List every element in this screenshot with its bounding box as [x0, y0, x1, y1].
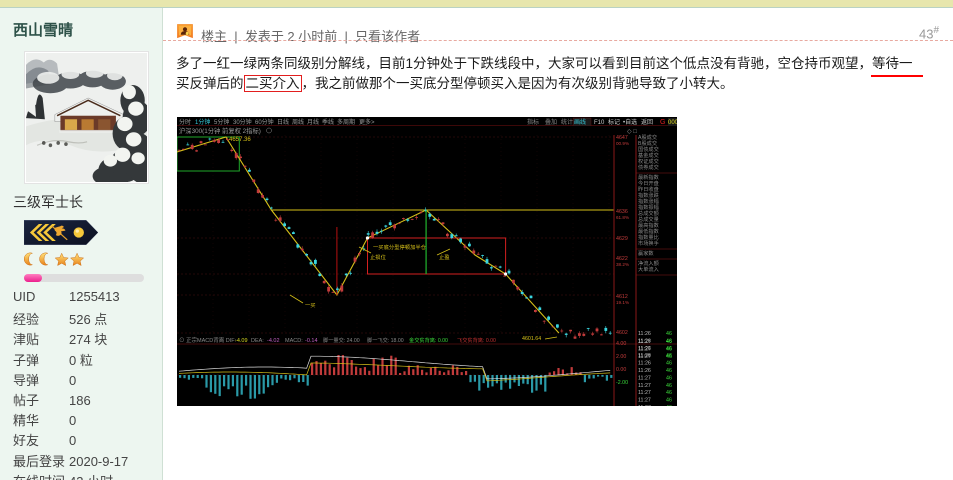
- svg-text:4657.36: 4657.36: [229, 137, 251, 143]
- svg-text:指数振幅: 指数振幅: [638, 203, 659, 211]
- svg-text:多周期: 多周期: [337, 118, 355, 126]
- svg-text:周线: 周线: [292, 118, 304, 126]
- svg-text:2.00: 2.00: [616, 354, 626, 360]
- svg-text:46: 46: [666, 354, 672, 360]
- svg-text:11:27: 11:27: [638, 346, 651, 352]
- svg-text:F10: F10: [594, 120, 605, 126]
- svg-text:11:27: 11:27: [638, 390, 651, 396]
- svg-text:权证成交: 权证成交: [638, 157, 659, 165]
- svg-text:总成交量: 总成交量: [638, 215, 659, 223]
- svg-text:61.8%: 61.8%: [616, 215, 629, 220]
- svg-text:-0.14: -0.14: [305, 338, 318, 344]
- svg-text:大单流入: 大单流入: [638, 265, 659, 273]
- svg-text:更多>: 更多>: [359, 118, 375, 126]
- svg-text:00.9%: 00.9%: [616, 141, 629, 146]
- svg-text:38.2%: 38.2%: [616, 262, 629, 267]
- svg-text:•自选: •自选: [623, 118, 637, 126]
- svg-text:指数量比: 指数量比: [638, 233, 659, 241]
- svg-text:46: 46: [666, 405, 672, 406]
- svg-text:沪深300(1分钟 前复权 2指标): 沪深300(1分钟 前复权 2指标): [179, 126, 261, 135]
- svg-text:11:26: 11:26: [638, 368, 651, 374]
- svg-text:指数涨幅: 指数涨幅: [638, 197, 659, 205]
- svg-text:季线: 季线: [322, 118, 334, 126]
- svg-text:指标: 指标: [527, 118, 539, 126]
- svg-text:4602: 4602: [616, 330, 628, 336]
- svg-text:46: 46: [666, 331, 672, 337]
- svg-text:4.00: 4.00: [616, 341, 626, 347]
- svg-text:返回: 返回: [641, 119, 653, 126]
- svg-text:最高指数: 最高指数: [638, 221, 660, 229]
- svg-text:止盈: 止盈: [439, 253, 450, 261]
- svg-text:-4.09: -4.09: [235, 338, 248, 344]
- svg-text:G: G: [660, 119, 665, 126]
- svg-text:基金成交: 基金成交: [638, 151, 659, 159]
- svg-text:统计: 统计: [561, 118, 573, 126]
- svg-text:46: 46: [666, 361, 672, 367]
- svg-text:11:27: 11:27: [638, 405, 651, 406]
- svg-text:脚一量交: 24.00: 脚一量交: 24.00: [323, 336, 360, 344]
- svg-text:赢家数: 赢家数: [638, 249, 654, 257]
- svg-text:4629: 4629: [616, 236, 628, 242]
- svg-text:11:27: 11:27: [638, 339, 651, 345]
- svg-text:DEA:: DEA:: [251, 338, 264, 344]
- svg-text:11:27: 11:27: [638, 398, 651, 404]
- svg-text:◇ □: ◇ □: [627, 129, 637, 135]
- svg-text:止损位: 止损位: [370, 253, 387, 261]
- svg-text:MACD:: MACD:: [285, 338, 303, 344]
- svg-text:60分钟: 60分钟: [255, 118, 274, 126]
- svg-text:A股成交: A股成交: [638, 133, 657, 141]
- svg-text:46: 46: [666, 339, 672, 345]
- svg-text:5分钟: 5分钟: [214, 118, 229, 126]
- svg-text:昨日收盘: 昨日收盘: [638, 185, 659, 193]
- svg-text:脚一飞交: 18.00: 脚一飞交: 18.00: [367, 336, 404, 344]
- svg-text:11:26: 11:26: [638, 331, 651, 337]
- svg-text:B股成交: B股成交: [638, 139, 657, 147]
- svg-text:-2.00: -2.00: [616, 380, 628, 386]
- svg-text:叠加: 叠加: [545, 118, 557, 126]
- svg-text:-4.02: -4.02: [267, 338, 280, 344]
- svg-text:日线: 日线: [277, 118, 289, 126]
- svg-text:国债成交: 国债成交: [638, 145, 659, 153]
- svg-text:19.1%: 19.1%: [616, 300, 629, 305]
- svg-text:46: 46: [666, 368, 672, 374]
- svg-text:最新指数: 最新指数: [638, 173, 660, 181]
- svg-text:46: 46: [666, 398, 672, 404]
- svg-text:1分钟: 1分钟: [195, 118, 210, 126]
- svg-text:月线: 月线: [307, 118, 319, 126]
- svg-text:46: 46: [666, 375, 672, 381]
- svg-text:46: 46: [666, 346, 672, 352]
- svg-text:金交贫背离: 0.00: 金交贫背离: 0.00: [409, 336, 448, 344]
- svg-text:分时: 分时: [179, 118, 191, 126]
- svg-text:债券成交: 债券成交: [638, 163, 659, 171]
- svg-text:⊙ 正宗MACD背离 DIF:: ⊙ 正宗MACD背离 DIF:: [179, 336, 237, 344]
- svg-text:46: 46: [666, 383, 672, 389]
- svg-text:46: 46: [666, 390, 672, 396]
- svg-text:最低指数: 最低指数: [638, 227, 660, 235]
- svg-text:标记: 标记: [608, 118, 620, 126]
- svg-text:总成交额: 总成交额: [638, 209, 660, 217]
- svg-text:11:27: 11:27: [638, 375, 651, 381]
- svg-text:11:26: 11:26: [638, 361, 651, 367]
- svg-text:净流入额: 净流入额: [638, 259, 660, 267]
- svg-text:一买: 一买: [305, 301, 316, 309]
- svg-text:指数涨跌: 指数涨跌: [638, 191, 660, 199]
- svg-text:000300: 000300: [668, 120, 677, 126]
- svg-text:飞交贫背离: 0.00: 飞交贫背离: 0.00: [457, 336, 496, 344]
- svg-text:0.00: 0.00: [616, 367, 626, 373]
- svg-text:4601.64: 4601.64: [522, 336, 541, 342]
- svg-text:30分钟: 30分钟: [233, 118, 252, 126]
- svg-text:画线: 画线: [574, 118, 586, 126]
- svg-text:今日开盘: 今日开盘: [638, 179, 659, 187]
- svg-text:11:27: 11:27: [638, 383, 651, 389]
- svg-text:一买底分型停顿加半仓: 一买底分型停顿加半仓: [373, 243, 427, 251]
- svg-text:11:27: 11:27: [638, 354, 651, 360]
- svg-text:市场换手: 市场换手: [638, 239, 659, 247]
